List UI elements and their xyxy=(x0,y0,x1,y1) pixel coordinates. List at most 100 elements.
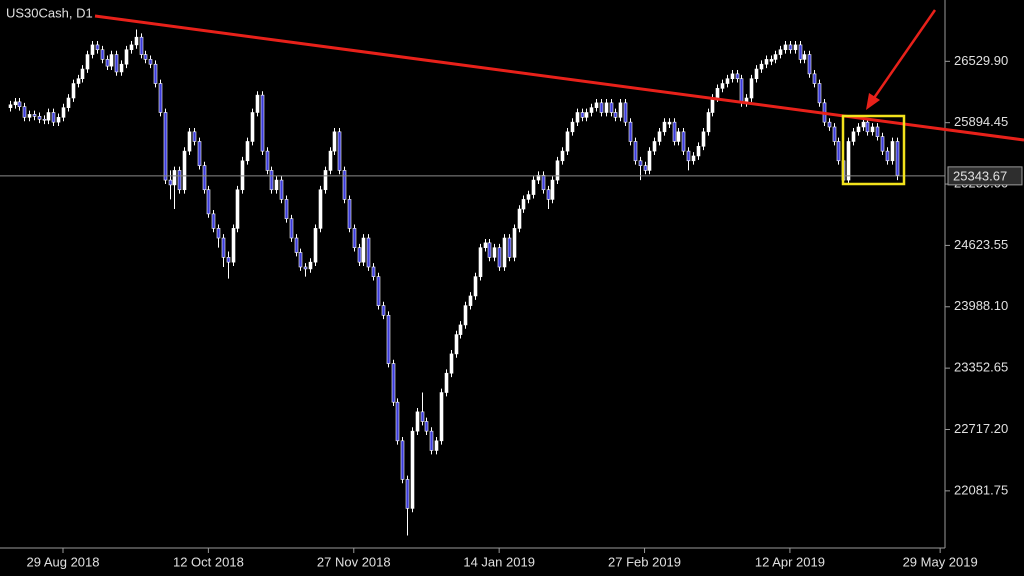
candle-body xyxy=(536,174,541,181)
candle-body xyxy=(250,112,255,142)
y-tick-label: 23352.65 xyxy=(954,360,1008,375)
candle-body xyxy=(652,141,657,152)
candle-body xyxy=(361,237,366,263)
candle-body xyxy=(691,155,696,162)
candle-body xyxy=(667,121,672,125)
candle-body xyxy=(347,199,352,229)
candle-body xyxy=(788,44,793,51)
candle-body xyxy=(885,150,890,162)
candle-body xyxy=(202,165,207,191)
x-tick-label: 29 May 2019 xyxy=(903,554,978,569)
candle-body xyxy=(735,73,740,79)
candle-body xyxy=(32,114,37,117)
candle-body xyxy=(769,59,774,62)
candle-body xyxy=(415,411,420,432)
candle-body xyxy=(22,106,27,118)
candle-body xyxy=(294,237,299,253)
candle-body xyxy=(27,114,32,118)
candle-body xyxy=(391,363,396,403)
candle-body xyxy=(240,160,245,191)
candle-body xyxy=(298,252,303,268)
candle-body xyxy=(76,78,81,84)
y-tick-label: 23988.10 xyxy=(954,298,1008,313)
candle-body xyxy=(580,112,585,118)
candle-body xyxy=(706,112,711,133)
candle-body xyxy=(71,83,76,99)
candle-body xyxy=(405,479,410,509)
candle-body xyxy=(80,68,85,79)
x-tick-label: 12 Apr 2019 xyxy=(755,554,825,569)
candle-body xyxy=(51,112,56,123)
candle-body xyxy=(429,430,434,451)
candle-body xyxy=(42,118,47,121)
plot-area xyxy=(0,29,945,536)
candle-body xyxy=(279,179,284,200)
candle-body xyxy=(468,295,473,306)
candle-body xyxy=(633,141,638,162)
candle-body xyxy=(701,131,706,147)
candle-body xyxy=(332,131,337,152)
candle-body xyxy=(172,170,177,186)
x-tick-label: 12 Oct 2018 xyxy=(173,554,244,569)
candle-body xyxy=(657,131,662,142)
arrow-shaft xyxy=(872,9,937,99)
candle-body xyxy=(715,88,720,99)
candle-body xyxy=(105,59,110,67)
candle-body xyxy=(148,59,153,65)
candle-body xyxy=(739,78,744,104)
candle-body xyxy=(119,63,124,73)
candle-body xyxy=(861,121,866,128)
candle-body xyxy=(594,102,599,108)
candle-body xyxy=(100,49,105,60)
candle-body xyxy=(143,54,148,60)
candle-body xyxy=(832,126,837,142)
candle-body xyxy=(231,228,236,263)
candle-body xyxy=(260,94,265,152)
candle-body xyxy=(497,247,502,268)
candle-body xyxy=(454,334,459,355)
candle-body xyxy=(817,83,822,104)
candle-body xyxy=(66,97,71,108)
candle-body xyxy=(61,107,66,118)
candle-body xyxy=(153,63,158,84)
candle-body xyxy=(206,189,211,215)
candle-body xyxy=(463,305,468,326)
candle-body xyxy=(604,102,609,113)
candle-body xyxy=(836,141,841,162)
candle-body xyxy=(696,145,701,157)
candle-body xyxy=(599,102,604,113)
candle-body xyxy=(168,179,173,186)
candle-body xyxy=(550,179,555,200)
candle-body xyxy=(623,102,628,123)
candle-body xyxy=(371,266,376,277)
candle-body xyxy=(526,194,531,200)
candle-body xyxy=(337,131,342,171)
candle-body xyxy=(226,257,231,263)
candle-body xyxy=(875,126,880,137)
candle-body xyxy=(589,107,594,113)
candle-body xyxy=(783,44,788,51)
candle-body xyxy=(85,54,90,70)
candle-body xyxy=(531,179,536,195)
candle-body xyxy=(323,170,328,191)
candle-body xyxy=(555,160,560,181)
candle-body xyxy=(473,276,478,297)
y-tick-label: 26529.90 xyxy=(954,53,1008,68)
candle-body xyxy=(662,121,667,133)
candle-body xyxy=(647,150,652,171)
candle-body xyxy=(357,247,362,263)
candle-body xyxy=(681,131,686,152)
candle-body xyxy=(352,228,357,248)
trend-line xyxy=(94,14,1024,142)
candle-body xyxy=(517,208,522,229)
candle-body xyxy=(609,102,614,113)
candle-body xyxy=(584,112,589,118)
candle-body xyxy=(846,141,851,181)
candle-body xyxy=(410,430,415,509)
candle-body xyxy=(541,174,546,191)
candle-body xyxy=(502,237,507,268)
candle-body xyxy=(720,83,725,89)
candle-body xyxy=(710,97,715,113)
candle-body xyxy=(802,54,807,60)
